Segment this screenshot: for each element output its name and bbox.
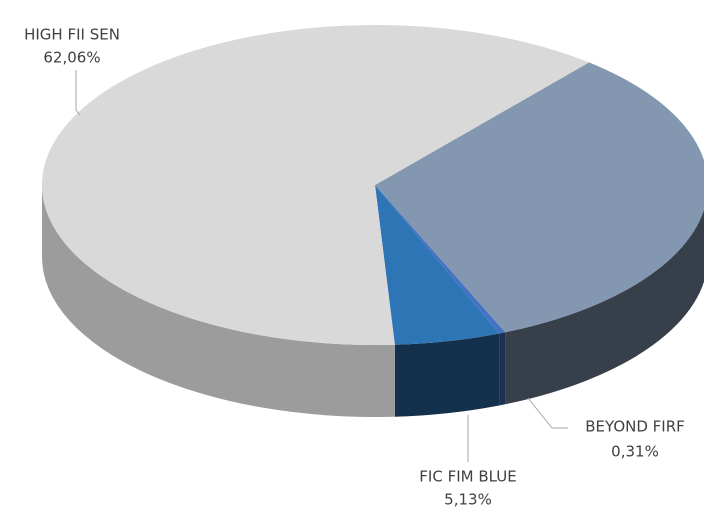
slice-label: BEYOND FIRF [585,418,685,436]
leader-line [527,397,568,429]
slice-value-label: 5,13% [444,491,492,509]
slice-label: FIC FIM BLUE [419,468,516,486]
slice [375,185,506,334]
leader-line [75,70,81,116]
slice [375,62,704,333]
slice [375,185,500,345]
slice-side [42,185,395,418]
slice-value-label: 0,31% [611,443,659,461]
slice-value-label: 62,06% [43,49,100,67]
slice [42,25,590,345]
slice-label: HIGH FII SEN [24,26,120,44]
slice-side [394,333,500,417]
slice-side [505,209,704,405]
pie [42,25,704,418]
slice-side [499,332,506,406]
